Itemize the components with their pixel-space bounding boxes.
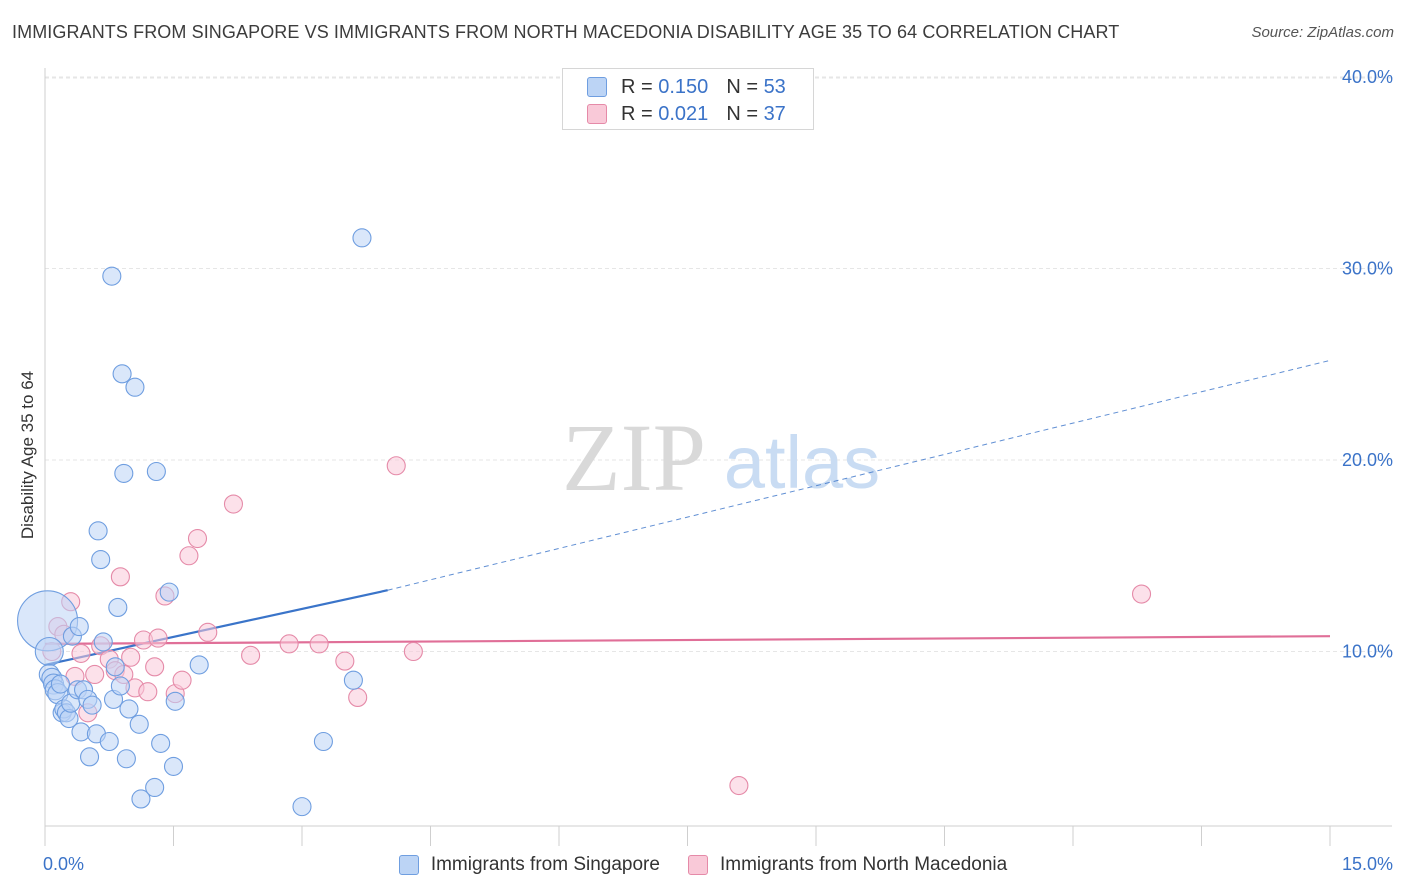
r-value: 0.150 [658, 75, 709, 98]
macedonia-point [121, 647, 141, 667]
singapore-point [108, 597, 128, 618]
singapore-point [93, 632, 113, 652]
singapore-point [102, 266, 122, 286]
singapore-point [343, 670, 363, 690]
singapore-point [163, 756, 184, 776]
singapore-point [189, 655, 209, 675]
stats-legend: R = 0.150 N = 53 R = 0.021 N = 37 [562, 68, 814, 130]
singapore-swatch [587, 77, 607, 97]
macedonia-point [223, 494, 244, 514]
x-tick-label: 15.0% [1342, 854, 1393, 874]
n-value: 53 [763, 75, 786, 98]
chart-title: IMMIGRANTS FROM SINGAPORE VS IMMIGRANTS … [12, 22, 1120, 42]
macedonia-point [110, 567, 130, 587]
n-label: N = [726, 75, 758, 98]
grid [45, 76, 1392, 652]
singapore-point [129, 714, 149, 734]
macedonia-point [403, 641, 423, 662]
macedonia-point [187, 528, 208, 549]
macedonia-point [348, 687, 368, 708]
n-value: 37 [763, 102, 786, 125]
macedonia-point [179, 546, 199, 566]
singapore-point [69, 617, 89, 637]
singapore-point [151, 733, 171, 753]
singapore-point [114, 463, 134, 483]
macedonia-point [335, 651, 355, 671]
x-tick-label: 0.0% [43, 854, 84, 874]
r-label: R = [621, 75, 653, 98]
watermark-zip: ZIP [562, 404, 706, 511]
macedonia-point [1131, 584, 1152, 604]
n-label: N = [726, 102, 758, 125]
singapore-point [79, 747, 100, 767]
singapore-point [146, 461, 166, 482]
macedonia-point [309, 634, 329, 654]
legend-item-macedonia[interactable]: Immigrants from North Macedonia [687, 854, 1008, 876]
singapore-point [165, 691, 185, 711]
singapore-point [119, 699, 139, 719]
singapore-point [131, 789, 151, 809]
singapore-point [313, 731, 333, 752]
y-tick-label: 10.0% [1342, 642, 1393, 662]
singapore-point [292, 797, 312, 817]
macedonia-point [241, 645, 261, 665]
tick-labels: 10.0% 20.0% 30.0% 40.0% 0.0% 15.0% [43, 67, 1393, 874]
singapore-point [105, 657, 125, 677]
macedonia-trend-line [44, 635, 1331, 645]
data-points [17, 228, 1152, 817]
legend-label: Immigrants from North Macedonia [719, 854, 1008, 875]
y-tick-label: 30.0% [1342, 259, 1393, 279]
macedonia-point [85, 664, 105, 685]
y-tick-label: 20.0% [1342, 450, 1393, 470]
macedonia-swatch [587, 104, 607, 124]
legend-item-singapore[interactable]: Immigrants from Singapore [398, 854, 660, 876]
singapore-point [159, 582, 179, 602]
macedonia-point [138, 682, 158, 702]
macedonia-point [729, 775, 749, 796]
singapore-point [352, 228, 372, 248]
r-value: 0.021 [658, 102, 709, 125]
macedonia-point [71, 643, 91, 663]
singapore-point [99, 731, 119, 752]
axes [44, 68, 1392, 846]
singapore-point [50, 674, 70, 694]
watermark-atlas: atlas [724, 421, 880, 504]
singapore-point [110, 676, 130, 696]
singapore-point [82, 695, 102, 715]
singapore-point [88, 521, 108, 541]
singapore-point [125, 377, 145, 397]
source-label: Source: ZipAtlas.com [1251, 24, 1394, 41]
macedonia-point [198, 622, 218, 642]
r-label: R = [621, 102, 653, 125]
singapore-point [145, 777, 165, 798]
series-legend: Immigrants from Singapore Immigrants fro… [0, 852, 1406, 878]
legend-label: Immigrants from Singapore [430, 854, 660, 875]
singapore-point [91, 550, 111, 570]
macedonia-swatch [687, 855, 708, 875]
macedonia-point [386, 456, 406, 476]
macedonia-point [279, 634, 299, 654]
singapore-point [116, 749, 136, 769]
macedonia-point [148, 628, 168, 648]
singapore-swatch [398, 855, 419, 875]
macedonia-point [172, 670, 192, 690]
macedonia-point [145, 657, 165, 677]
y-tick-label: 40.0% [1342, 67, 1393, 87]
stats-row-singapore: R = 0.150 N = 53 [587, 75, 786, 99]
singapore-point [112, 364, 132, 384]
stats-row-macedonia: R = 0.021 N = 37 [587, 102, 786, 126]
singapore-point [34, 636, 64, 667]
